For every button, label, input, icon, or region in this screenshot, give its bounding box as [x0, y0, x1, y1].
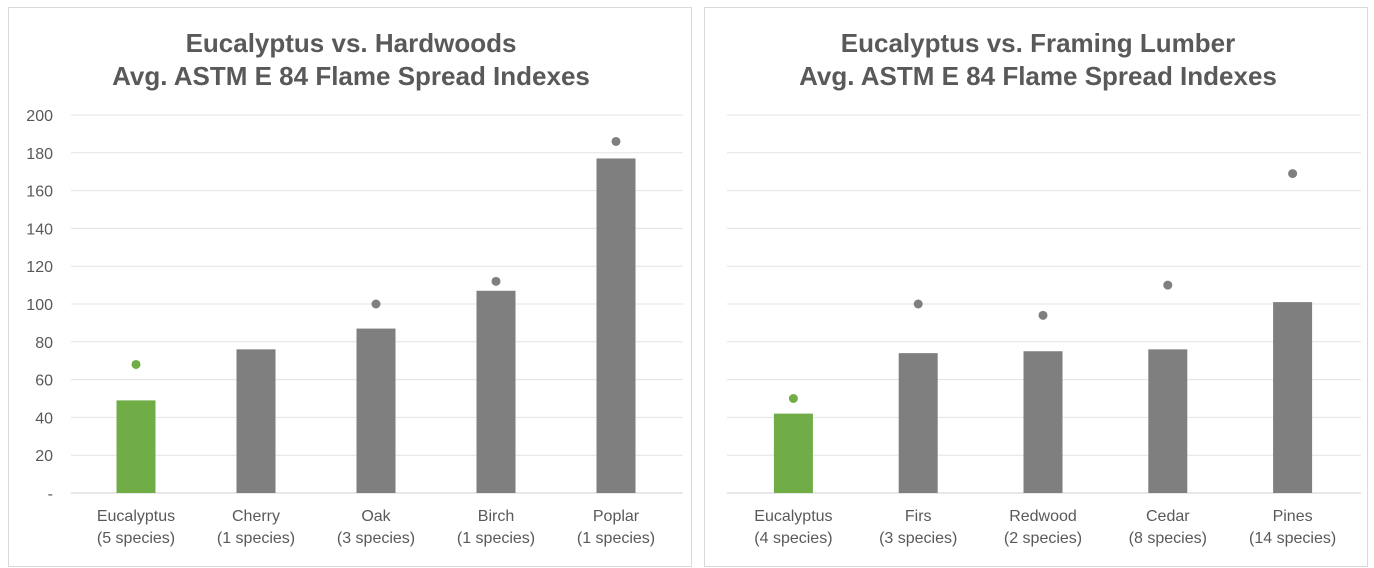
y-tick-label: 80 [35, 335, 53, 352]
category-sublabel: (3 species) [879, 530, 957, 547]
y-tick-label: 100 [26, 297, 53, 314]
chart-panel-framing-lumber: Eucalyptus vs. Framing Lumber Avg. ASTM E… [704, 7, 1368, 567]
y-tick-label: 180 [26, 146, 53, 163]
category-label: Eucalyptus [754, 508, 832, 525]
marker-point [788, 394, 798, 403]
y-tick-label: 120 [26, 259, 53, 276]
chart-title: Eucalyptus vs. Framing Lumber [841, 28, 1235, 58]
bar [898, 353, 938, 493]
y-tick-label: 20 [35, 448, 53, 465]
marker-point [913, 299, 923, 309]
bar [236, 349, 276, 493]
bar [116, 400, 156, 493]
bar [476, 290, 516, 493]
marker-point [131, 359, 141, 369]
category-sublabel: (2 species) [1004, 530, 1082, 547]
category-sublabel: (1 species) [577, 530, 655, 547]
category-label: Poplar [593, 508, 640, 525]
bar [596, 158, 636, 493]
category-label: Cherry [232, 508, 280, 525]
category-sublabel: (4 species) [754, 530, 832, 547]
bar [356, 328, 396, 493]
y-tick-label: - [48, 486, 53, 503]
bar [773, 413, 813, 493]
category-label: Pines [1273, 508, 1313, 525]
category-sublabel: (3 species) [337, 530, 415, 547]
bar [1273, 302, 1313, 493]
category-sublabel: (1 species) [457, 530, 535, 547]
category-label: Oak [361, 508, 391, 525]
y-tick-label: 160 [26, 184, 53, 201]
marker-point [1163, 280, 1173, 290]
category-sublabel: (1 species) [217, 530, 295, 547]
chart-panel-hardwoods: Eucalyptus vs. Hardwoods Avg. ASTM E 84 F… [8, 7, 692, 567]
y-tick-label: 200 [26, 108, 53, 125]
bar [1148, 349, 1188, 493]
y-tick-label: 140 [26, 221, 53, 238]
category-label: Redwood [1009, 508, 1077, 525]
marker-point [371, 299, 381, 309]
y-tick-label: 40 [35, 410, 53, 427]
marker-point [611, 136, 621, 146]
category-label: Birch [478, 508, 514, 525]
chart-title: Eucalyptus vs. Hardwoods [186, 28, 517, 58]
marker-point [1038, 310, 1048, 320]
category-label: Cedar [1146, 508, 1190, 525]
bar [1023, 351, 1063, 493]
marker-point [491, 276, 501, 286]
chart-subtitle: Avg. ASTM E 84 Flame Spread Indexes [799, 61, 1277, 91]
category-sublabel: (8 species) [1129, 530, 1207, 547]
chart-subtitle: Avg. ASTM E 84 Flame Spread Indexes [112, 61, 590, 91]
category-label: Eucalyptus [97, 508, 175, 525]
marker-point [1288, 169, 1298, 179]
category-sublabel: (14 species) [1249, 530, 1336, 547]
y-tick-label: 60 [35, 373, 53, 390]
category-sublabel: (5 species) [97, 530, 175, 547]
category-label: Firs [905, 508, 932, 525]
